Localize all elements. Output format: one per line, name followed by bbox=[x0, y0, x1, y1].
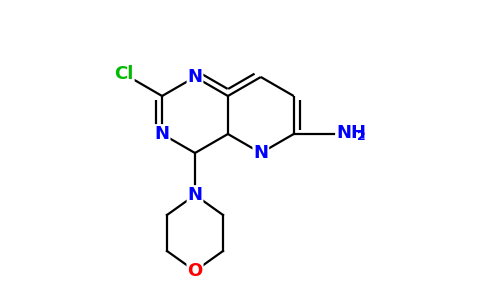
Text: N: N bbox=[154, 125, 169, 143]
Text: NH: NH bbox=[337, 124, 367, 142]
Text: N: N bbox=[187, 186, 202, 204]
Text: O: O bbox=[187, 262, 203, 280]
Text: N: N bbox=[187, 68, 202, 86]
Text: 2: 2 bbox=[357, 130, 365, 143]
Text: Cl: Cl bbox=[114, 65, 134, 83]
Text: N: N bbox=[253, 144, 268, 162]
